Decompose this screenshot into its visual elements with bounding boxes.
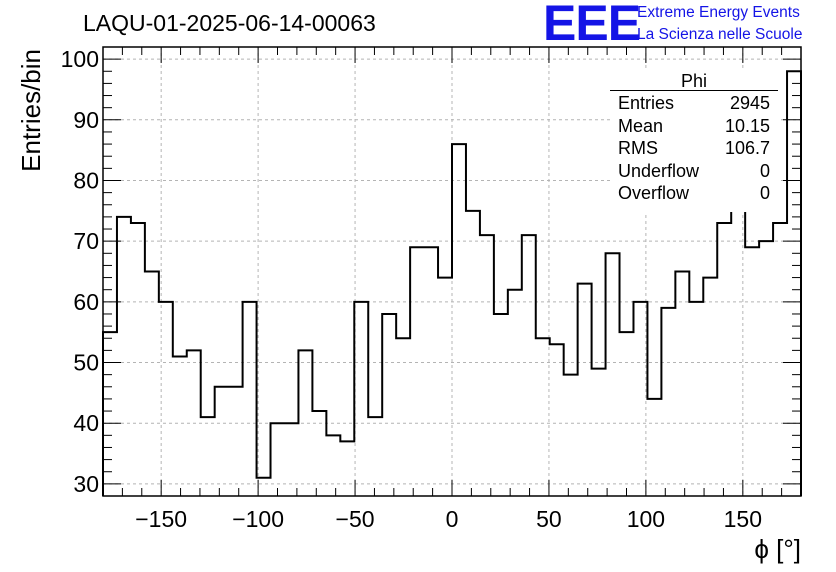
histogram-bin [675,272,689,497]
axes: −150 −100 −50 0 50 100 150 30 40 50 60 70 80 90 100 [61,46,801,532]
histogram-bin [606,253,620,496]
x-tick-label: 100 [627,506,665,532]
histogram-bin [117,217,131,496]
histogram-bin [536,338,550,496]
x-tick-label: 0 [446,506,459,532]
histogram-bin [452,144,466,496]
histogram-bin [159,302,173,496]
y-tick-label: 80 [73,167,99,193]
histogram-bin [745,247,759,496]
histogram-bin [480,235,494,496]
chart-title: LAQU-01-2025-06-14-00063 [83,10,376,36]
stats-name: Phi [680,71,707,91]
stats-divider [610,90,778,91]
histogram-bin [592,369,606,496]
histogram-bin [215,387,229,496]
logo-line-1: Extreme Energy Events [637,4,800,21]
histogram-bin [466,211,480,496]
histogram-bin [326,435,340,496]
stats-label: RMS [618,138,658,158]
histogram-bin [173,356,187,496]
histogram-bin [410,247,424,496]
stats-row-underflow: Underflow 0 [618,161,770,183]
logo-line-2: La Scienza nelle Scuole [637,26,803,43]
histogram-bin [187,350,201,496]
histogram-bin [284,423,298,496]
histogram-bin [773,223,787,496]
y-axis-label: Entries/bin [16,49,46,172]
histogram-bin [354,302,368,496]
stats-row-overflow: Overflow 0 [618,183,770,205]
x-tick-label: −150 [135,506,187,532]
stats-row-entries: Entries 2945 [618,93,770,115]
y-tick-label: 90 [73,107,99,133]
histogram-bin [647,399,661,496]
stats-row-mean: Mean 10.15 [618,116,770,138]
stats-label: Entries [618,93,675,113]
histogram-bin [550,344,564,496]
y-tick-label: 60 [73,289,99,315]
histogram-bin [340,441,354,496]
histogram-bin [620,332,634,496]
stats-label: Mean [618,116,664,136]
histogram-bin [661,308,675,496]
stats-value: 106.7 [724,138,770,158]
stats-label: Overflow [618,183,690,203]
y-tick-label: 40 [73,410,99,436]
histogram-bin [564,375,578,496]
histogram-bin [633,302,647,496]
histogram-bin [382,314,396,496]
stats-box: Phi Entries 2945 Mean 10.15 RMS 106.7 Un… [610,70,778,212]
x-tick-label: 150 [724,506,762,532]
histogram-series-phi [102,70,802,496]
histogram-bin [578,284,592,496]
stats-label: Underflow [618,161,700,181]
histogram-bin [759,241,773,496]
histogram-bin [243,302,257,496]
y-tick-label: 100 [61,46,99,72]
stats-value: 0 [759,183,770,203]
y-tick-label: 50 [73,350,99,376]
histogram-bin [396,338,410,496]
histogram-bin [424,247,438,496]
stats-value: 10.15 [724,116,770,136]
x-tick-label: −100 [232,506,284,532]
x-axis-label: ϕ [°] [754,534,801,564]
histogram-bin [703,278,717,496]
histogram-bin [257,478,271,496]
x-tick-label: 50 [536,506,562,532]
histogram-bin [508,290,522,496]
stats-value: 0 [759,161,770,181]
histogram-bin [731,187,745,496]
histogram-bin [131,223,145,496]
histogram-bin [787,71,801,496]
stats-value: 2945 [729,93,770,113]
stats-row-rms: RMS 106.7 [618,138,770,160]
eee-logo-mark: EEE [543,0,641,51]
histogram-bin [312,411,326,496]
histogram-bin [145,272,159,497]
y-tick-label: 30 [73,471,99,497]
histogram-bin [438,278,452,496]
histogram-bin [689,302,703,496]
histogram-bin [494,314,508,496]
histogram-bin [229,387,243,496]
histogram-bin [368,417,382,496]
histogram-bin [201,417,215,496]
histogram-bin [298,350,312,496]
histogram-bin [522,235,536,496]
histogram-bin [717,223,731,496]
x-tick-label: −50 [336,506,375,532]
histogram-bin [271,423,285,496]
y-tick-label: 70 [73,228,99,254]
